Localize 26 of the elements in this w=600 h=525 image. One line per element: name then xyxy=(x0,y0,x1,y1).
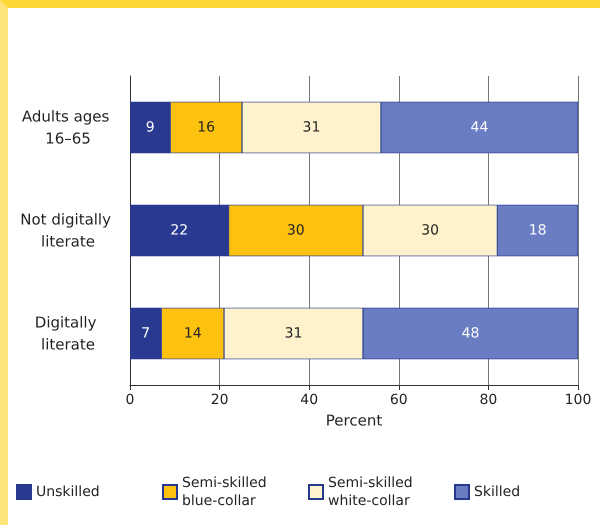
legend-label: Semi-skilled white-collar xyxy=(328,475,418,509)
data-label: 31 xyxy=(302,120,320,136)
data-label: 18 xyxy=(528,222,547,238)
data-label: 9 xyxy=(146,120,155,136)
data-label: 31 xyxy=(284,326,302,342)
data-label: 16 xyxy=(197,120,216,136)
y-tick-label: Adults ages 16–65 xyxy=(22,108,114,148)
y-tick-label: Not digitally literate xyxy=(20,210,116,250)
data-label: 48 xyxy=(462,326,480,342)
data-label: 30 xyxy=(286,222,305,238)
data-label: 30 xyxy=(421,222,440,238)
y-tick-label: Digitally literate xyxy=(34,314,102,354)
x-axis-title: Percent xyxy=(326,412,382,430)
data-label: 22 xyxy=(170,222,188,238)
x-tick-label: 60 xyxy=(390,392,408,408)
legend-label: Unskilled xyxy=(36,484,100,500)
x-tick-label: 80 xyxy=(479,392,498,408)
legend-label: Skilled xyxy=(474,484,520,500)
legend-label: Semi-skilled blue-collar xyxy=(182,475,272,509)
x-tick-label: 20 xyxy=(210,392,229,408)
data-label: 7 xyxy=(141,326,150,342)
data-label: 14 xyxy=(184,326,202,342)
data-label: 44 xyxy=(470,120,488,136)
x-tick-label: 40 xyxy=(300,392,318,408)
x-tick-label: 0 xyxy=(126,392,134,408)
x-tick-label: 100 xyxy=(564,392,592,408)
